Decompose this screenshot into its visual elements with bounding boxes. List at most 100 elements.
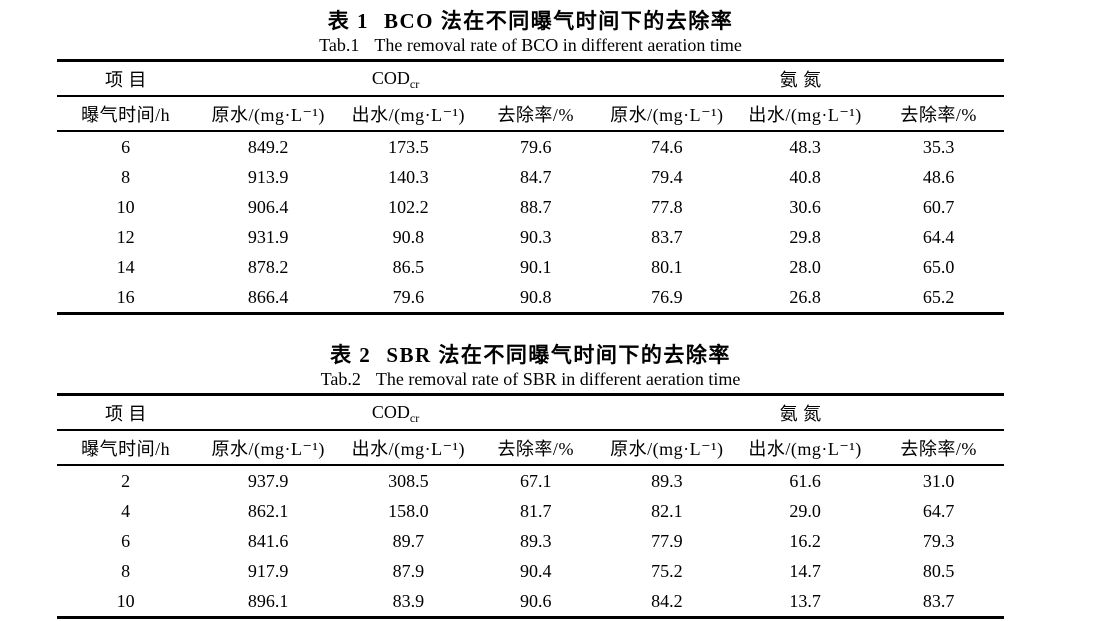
group-header-row: 项目 CODcr 氨氮 bbox=[57, 60, 1004, 97]
table-cell: 906.4 bbox=[247, 196, 289, 217]
table-cell: 64.4 bbox=[922, 226, 955, 247]
table-cell: 90.8 bbox=[519, 286, 552, 307]
table-1-caption-zh: 表 1 BCO 法在不同曝气时间下的去除率 bbox=[57, 9, 1004, 34]
table-cell: 89.7 bbox=[392, 530, 425, 551]
column-header-nh-removal: 去除率/% bbox=[873, 430, 1004, 466]
table-cell: 79.3 bbox=[922, 530, 955, 551]
table-cell: 10 bbox=[116, 196, 135, 217]
table-cell: 90.3 bbox=[519, 226, 552, 247]
table-1-caption-zh-text: BCO 法在不同曝气时间下的去除率 bbox=[383, 9, 734, 33]
table-row: 8 917.9 87.9 90.4 75.2 14.7 80.5 bbox=[57, 556, 1004, 586]
table-cell: 40.8 bbox=[789, 166, 821, 187]
table-cell: 90.1 bbox=[519, 256, 552, 277]
removal-rate-table-sbr: 项目 CODcr 氨氮 曝气时间/h 原水/(mg·L⁻¹) 出水/(mg·L⁻… bbox=[57, 393, 1004, 619]
table-1-caption-en-label: Tab.1 bbox=[319, 35, 360, 55]
table-cell: 16.2 bbox=[789, 530, 821, 551]
table-cell: 866.4 bbox=[247, 286, 289, 307]
table-cell: 90.8 bbox=[392, 226, 425, 247]
table-2-caption-zh: 表 2 SBR 法在不同曝气时间下的去除率 bbox=[57, 343, 1004, 368]
table-cell: 158.0 bbox=[388, 500, 429, 521]
table-2-caption-en-label: Tab.2 bbox=[320, 369, 361, 389]
table-cell: 917.9 bbox=[247, 560, 289, 581]
header-item: 项目 bbox=[57, 394, 195, 431]
column-header-nh-removal: 去除率/% bbox=[873, 96, 1004, 132]
table-cell: 140.3 bbox=[388, 166, 429, 187]
table-cell: 308.5 bbox=[388, 470, 429, 491]
column-header-cod-effluent: 出水/(mg·L⁻¹) bbox=[342, 96, 475, 132]
table-cell: 878.2 bbox=[247, 256, 289, 277]
table-cell: 29.8 bbox=[789, 226, 821, 247]
column-header-nh-influent: 原水/(mg·L⁻¹) bbox=[596, 96, 737, 132]
table-cell: 28.0 bbox=[789, 256, 821, 277]
table-cell: 31.0 bbox=[922, 470, 955, 491]
table-cell: 10 bbox=[116, 590, 135, 611]
table-2-caption-en: Tab.2 The removal rate of SBR in differen… bbox=[57, 368, 1004, 390]
cod-subscript: cr bbox=[409, 77, 420, 91]
table-row: 12 931.9 90.8 90.3 83.7 29.8 64.4 bbox=[57, 222, 1004, 252]
table-cell: 77.8 bbox=[651, 196, 683, 217]
table-cell: 913.9 bbox=[247, 166, 289, 187]
table-cell: 79.6 bbox=[392, 286, 425, 307]
table-cell: 65.0 bbox=[922, 256, 955, 277]
table-cell: 849.2 bbox=[247, 136, 289, 157]
table-body: 2 937.9 308.5 67.1 89.3 61.6 31.0 4 862.1 158.0 81… bbox=[57, 465, 1004, 618]
table-cell: 26.8 bbox=[789, 286, 821, 307]
table-cell: 83.9 bbox=[392, 590, 425, 611]
table-cell: 90.6 bbox=[519, 590, 552, 611]
table-cell: 76.9 bbox=[651, 286, 683, 307]
table-cell: 30.6 bbox=[789, 196, 821, 217]
table-cell: 8 bbox=[121, 560, 131, 581]
column-header-nh-effluent: 出水/(mg·L⁻¹) bbox=[736, 430, 874, 466]
table-cell: 84.2 bbox=[651, 590, 683, 611]
column-header-nh-influent: 原水/(mg·L⁻¹) bbox=[596, 430, 737, 466]
header-ammonia: 氨氮 bbox=[596, 60, 1004, 97]
table-cell: 82.1 bbox=[651, 500, 683, 521]
cod-subscript: cr bbox=[409, 411, 420, 425]
table-row: 6 841.6 89.7 89.3 77.9 16.2 79.3 bbox=[57, 526, 1004, 556]
table-cell: 89.3 bbox=[651, 470, 683, 491]
table-2-caption-zh-label: 表 2 bbox=[330, 343, 372, 367]
header-item: 项目 bbox=[57, 60, 195, 97]
table-1-caption-zh-label: 表 1 bbox=[327, 9, 369, 33]
table-1-caption-en: Tab.1 The removal rate of BCO in differen… bbox=[57, 34, 1004, 56]
table-cell: 931.9 bbox=[247, 226, 289, 247]
table-cell: 173.5 bbox=[388, 136, 429, 157]
table-cell: 6 bbox=[121, 530, 131, 551]
header-cod: CODcr bbox=[194, 394, 597, 431]
table-cell: 862.1 bbox=[247, 500, 289, 521]
table-cell: 79.4 bbox=[651, 166, 683, 187]
removal-rate-table-bco: 项目 CODcr 氨氮 曝气时间/h 原水/(mg·L⁻¹) 出水/(mg·L⁻… bbox=[57, 59, 1004, 315]
table-cell: 61.6 bbox=[789, 470, 821, 491]
table-cell: 90.4 bbox=[519, 560, 552, 581]
table-cell: 6 bbox=[121, 136, 131, 157]
table-body: 6 849.2 173.5 79.6 74.6 48.3 35.3 8 913.9 140.3 84… bbox=[57, 131, 1004, 314]
table-cell: 16 bbox=[116, 286, 135, 307]
table-cell: 102.2 bbox=[388, 196, 429, 217]
column-header-cod-influent: 原水/(mg·L⁻¹) bbox=[194, 430, 343, 466]
group-header-row: 项目 CODcr 氨氮 bbox=[57, 394, 1004, 431]
table-row: 10 906.4 102.2 88.7 77.8 30.6 60.7 bbox=[57, 192, 1004, 222]
table-cell: 77.9 bbox=[651, 530, 683, 551]
table-2-section: 表 2 SBR 法在不同曝气时间下的去除率 Tab.2 The removal ra… bbox=[0, 315, 1106, 619]
table-cell: 86.5 bbox=[392, 256, 425, 277]
column-header-row: 曝气时间/h 原水/(mg·L⁻¹) 出水/(mg·L⁻¹) 去除率/% 原水/… bbox=[57, 96, 1004, 132]
table-cell: 74.6 bbox=[651, 136, 683, 157]
cod-label: COD bbox=[371, 68, 410, 88]
table-cell: 65.2 bbox=[922, 286, 955, 307]
table-1-caption-en-text: The removal rate of BCO in different aer… bbox=[374, 35, 742, 55]
header-cod: CODcr bbox=[194, 60, 597, 97]
table-cell: 841.6 bbox=[247, 530, 289, 551]
table-cell: 8 bbox=[121, 166, 131, 187]
table-2-caption-zh-text: SBR 法在不同曝气时间下的去除率 bbox=[386, 343, 731, 367]
table-cell: 60.7 bbox=[922, 196, 955, 217]
table-row: 2 937.9 308.5 67.1 89.3 61.6 31.0 bbox=[57, 465, 1004, 496]
table-cell: 48.3 bbox=[789, 136, 821, 157]
table-row: 8 913.9 140.3 84.7 79.4 40.8 48.6 bbox=[57, 162, 1004, 192]
table-cell: 2 bbox=[121, 470, 131, 491]
table-cell: 87.9 bbox=[392, 560, 425, 581]
table-row: 14 878.2 86.5 90.1 80.1 28.0 65.0 bbox=[57, 252, 1004, 282]
table-cell: 29.0 bbox=[789, 500, 821, 521]
table-2-caption-en-text: The removal rate of SBR in different aer… bbox=[375, 369, 741, 389]
table-row: 6 849.2 173.5 79.6 74.6 48.3 35.3 bbox=[57, 131, 1004, 162]
table-1-section: 表 1 BCO 法在不同曝气时间下的去除率 Tab.1 The removal ra… bbox=[57, 9, 1004, 315]
